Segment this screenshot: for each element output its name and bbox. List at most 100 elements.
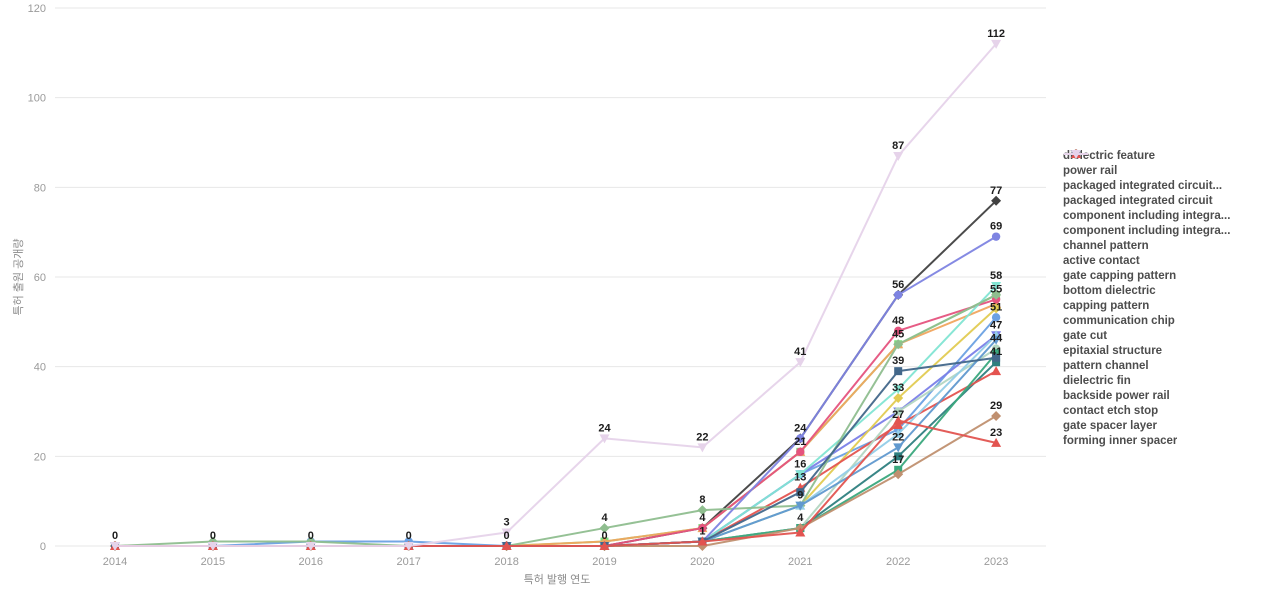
legend-label-backside-power-rail-16: backside power rail — [1063, 389, 1170, 402]
gate-spacer-layer-18-2022-marker — [893, 415, 904, 425]
active-contact-7-2023-marker — [992, 358, 1001, 367]
legend-item-power-rail-1[interactable]: power rail — [1063, 149, 1278, 178]
legend-item-component-including-integra-4[interactable]: component including integra... — [1063, 150, 1278, 223]
legend-item-packaged-integrated-circuit-3[interactable]: packaged integrated circuit — [1063, 149, 1278, 208]
legend-item-channel-pattern-6[interactable]: channel pattern — [1063, 149, 1278, 253]
point-label-2014-0: 0 — [112, 530, 118, 542]
legend-item-contact-etch-stop-17[interactable]: contact etch stop — [1063, 150, 1278, 418]
point-label-2021-13: 13 — [794, 472, 806, 484]
point-label-2020-1: 1 — [699, 526, 705, 538]
capping-pattern-10-2022-marker — [894, 407, 903, 416]
legend-label-gate-cut-12: gate cut — [1063, 329, 1108, 342]
point-label-2020-22: 22 — [696, 431, 708, 443]
pattern-channel-14-line — [115, 339, 997, 547]
legend-item-pattern-channel-14[interactable]: pattern channel — [1063, 150, 1278, 373]
gate-spacer-layer-18-2023-marker — [991, 437, 1002, 447]
legend-item-component-including-integra-5[interactable]: component including integra... — [1063, 149, 1278, 238]
communication-chip-11-2020-marker — [697, 505, 708, 516]
forming-inner-spacer-19-legend-marker-icon — [1064, 150, 1088, 159]
x-tick-label-2015: 2015 — [201, 556, 225, 568]
gate-spacer-layer-18-line — [115, 419, 997, 547]
legend: dielectric feature power rail packaged int… — [1063, 148, 1278, 448]
component-including-integra-5-2022-marker — [894, 326, 903, 335]
point-label-2023-58: 58 — [990, 270, 1002, 282]
x-tick-label-2022: 2022 — [886, 556, 910, 568]
point-label-2018-3: 3 — [504, 517, 510, 529]
point-label-2022-27: 27 — [892, 409, 904, 421]
legend-item-dielectric-feature-0[interactable]: dielectric feature — [1063, 148, 1278, 163]
active-contact-7-2022-marker — [894, 452, 903, 461]
bottom-dielectric-9-2021-marker — [795, 470, 806, 480]
legend-item-active-contact-7[interactable]: active contact — [1063, 150, 1278, 268]
pattern-channel-14-2021-marker — [795, 501, 806, 511]
forming-inner-spacer-19-2021-marker — [795, 358, 806, 368]
component-including-integra-5-2021-marker — [796, 447, 805, 457]
x-tick-label-2017: 2017 — [396, 556, 420, 568]
legend-item-dielectric-fin-15[interactable]: dielectric fin — [1063, 149, 1278, 388]
point-label-2021-21: 21 — [794, 436, 806, 448]
point-label-2018-0: 0 — [504, 530, 510, 542]
legend-item-bottom-dielectric-9[interactable]: bottom dielectric — [1063, 150, 1278, 298]
x-tick-label-2014: 2014 — [103, 556, 127, 568]
point-label-2017-0: 0 — [406, 530, 412, 542]
legend-label-packaged-integrated-circuit-3: packaged integrated circuit — [1063, 194, 1213, 207]
point-label-2022-39: 39 — [892, 355, 904, 367]
dielectric-feature-0-2023-marker — [991, 313, 1001, 322]
legend-label-pattern-channel-14: pattern channel — [1063, 359, 1149, 372]
legend-item-epitaxial-structure-13[interactable]: epitaxial structure — [1063, 149, 1278, 358]
point-label-2023-23: 23 — [990, 427, 1002, 439]
contact-etch-stop-17-2021-marker — [796, 488, 805, 497]
legend-item-gate-capping-pattern-8[interactable]: gate capping pattern — [1063, 149, 1278, 283]
legend-label-gate-capping-pattern-8: gate capping pattern — [1063, 269, 1177, 282]
forming-inner-spacer-19-2017-marker — [403, 542, 414, 551]
legend-item-backside-power-rail-16[interactable]: backside power rail — [1063, 149, 1278, 403]
point-label-2021-41: 41 — [794, 346, 806, 358]
forming-inner-spacer-19-2018-marker — [501, 528, 512, 538]
x-tick-label-2023: 2023 — [984, 556, 1008, 568]
legend-item-gate-spacer-layer-18[interactable]: gate spacer layer — [1063, 149, 1278, 433]
legend-label-component-including-integra-5: component including integra... — [1063, 224, 1231, 237]
legend-label-epitaxial-structure-13: epitaxial structure — [1063, 344, 1163, 357]
legend-label-component-including-integra-4: component including integra... — [1063, 209, 1231, 222]
legend-label-dielectric-fin-15: dielectric fin — [1063, 374, 1131, 387]
point-label-2023-47: 47 — [990, 319, 1002, 331]
legend-item-capping-pattern-10[interactable]: capping pattern — [1063, 149, 1278, 313]
dielectric-feature-0-line — [115, 316, 997, 547]
point-label-2022-17: 17 — [892, 454, 904, 466]
x-tick-label-2016: 2016 — [299, 556, 323, 568]
legend-item-gate-cut-12[interactable]: gate cut — [1063, 150, 1278, 343]
dielectric-fin-15-2022-marker — [894, 290, 903, 300]
packaged-integrated-circuit-3-line — [115, 302, 997, 547]
legend-item-packaged-integrated-circuit-2[interactable]: packaged integrated circuit... — [1063, 150, 1278, 193]
communication-chip-11-2023-marker — [991, 289, 1002, 300]
x-axis-title: 특허 발행 연도 — [523, 574, 591, 586]
dielectric-fin-15-2021-marker — [796, 434, 805, 443]
legend-label-contact-etch-stop-17: contact etch stop — [1063, 404, 1159, 417]
contact-etch-stop-17-2022-marker — [894, 367, 903, 376]
legend-label-power-rail-1: power rail — [1063, 164, 1118, 177]
legend-item-forming-inner-spacer-19[interactable]: forming inner spacer — [1063, 150, 1278, 448]
communication-chip-11-2019-marker — [599, 523, 610, 534]
forming-inner-spacer-19-2015-marker — [207, 542, 218, 551]
gate-cut-12-2023-marker — [992, 349, 1001, 358]
point-label-2019-4: 4 — [601, 512, 608, 524]
point-label-2022-22: 22 — [892, 431, 904, 443]
y-tick-label-100: 100 — [28, 93, 46, 105]
x-tick-label-2018: 2018 — [494, 556, 518, 568]
legend-item-communication-chip-11[interactable]: communication chip — [1063, 149, 1278, 328]
epitaxial-structure-13-2022-marker — [893, 428, 904, 438]
point-label-2022-56: 56 — [892, 279, 904, 291]
point-label-2023-29: 29 — [990, 400, 1002, 412]
x-tick-label-2021: 2021 — [788, 556, 812, 568]
component-including-integra-5-2020-marker — [698, 523, 707, 533]
forming-inner-spacer-19-2019-marker — [599, 434, 610, 444]
forming-inner-spacer-19-2014-marker — [110, 542, 120, 551]
contact-etch-stop-17-2023-marker — [992, 353, 1001, 362]
channel-pattern-6-2022-marker — [893, 393, 904, 404]
backside-power-rail-16-2023-marker — [991, 410, 1002, 421]
point-label-2023-51: 51 — [990, 301, 1002, 313]
y-tick-label-80: 80 — [34, 182, 46, 194]
point-label-2021-4: 4 — [797, 512, 804, 524]
